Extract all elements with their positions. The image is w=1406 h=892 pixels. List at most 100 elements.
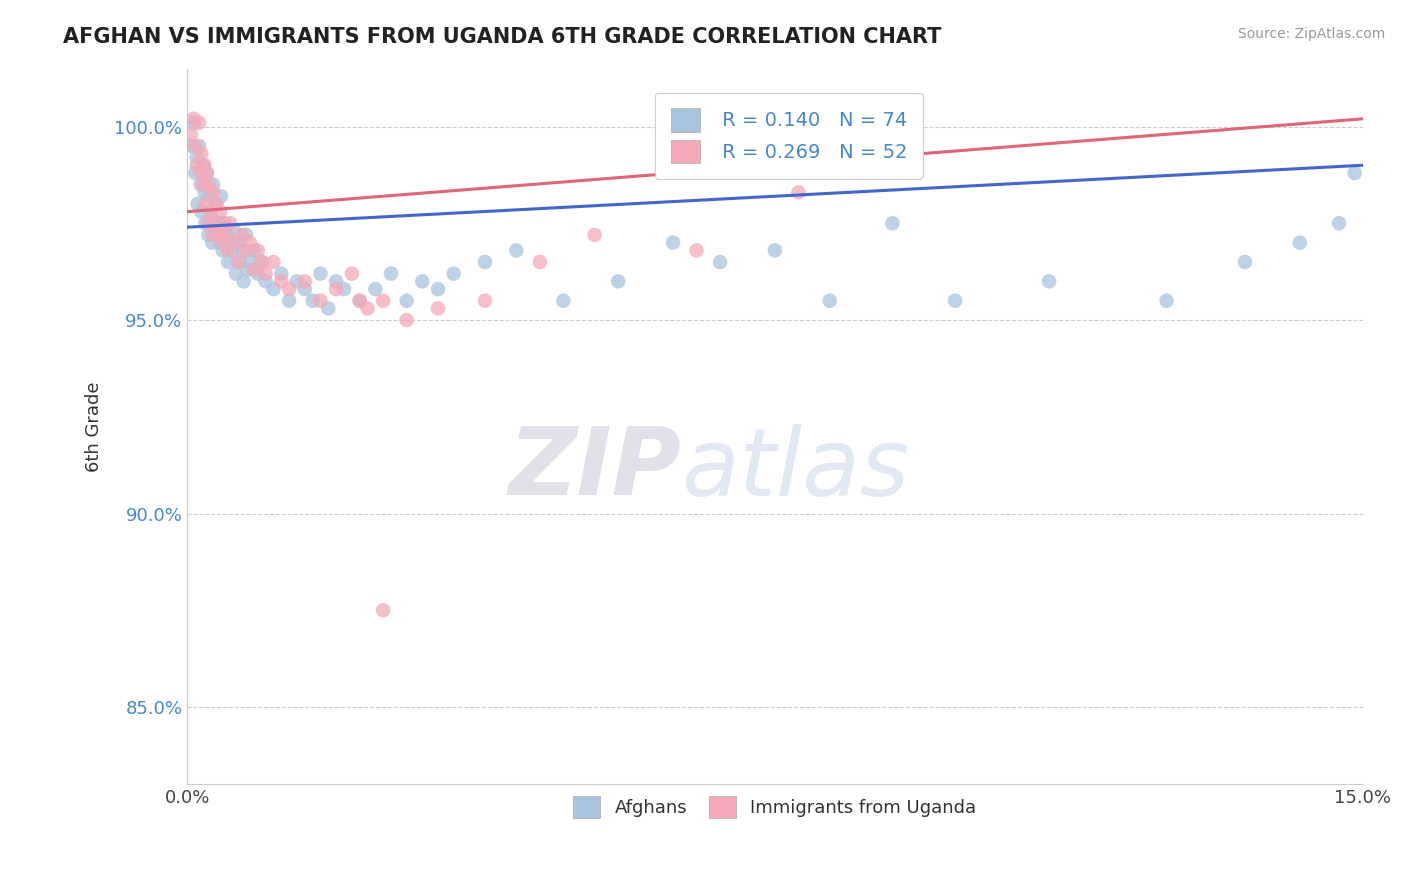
Point xyxy=(235,244,257,258)
Point xyxy=(380,267,402,281)
Point xyxy=(943,293,966,308)
Point xyxy=(215,227,238,242)
Point xyxy=(1343,166,1365,180)
Point xyxy=(186,158,208,172)
Point xyxy=(340,267,363,281)
Point xyxy=(202,186,225,200)
Point xyxy=(349,293,371,308)
Point xyxy=(205,197,228,211)
Point xyxy=(278,293,301,308)
Point xyxy=(474,255,496,269)
Point xyxy=(231,244,253,258)
Text: Source: ZipAtlas.com: Source: ZipAtlas.com xyxy=(1237,27,1385,41)
Point xyxy=(1038,274,1060,288)
Point xyxy=(709,255,731,269)
Point xyxy=(201,227,224,242)
Point xyxy=(184,139,207,153)
Point xyxy=(201,235,224,250)
Point xyxy=(333,282,356,296)
Point xyxy=(197,216,219,230)
Point xyxy=(607,274,630,288)
Point xyxy=(1288,235,1310,250)
Point xyxy=(818,293,841,308)
Point xyxy=(231,227,253,242)
Text: atlas: atlas xyxy=(681,424,910,515)
Point xyxy=(200,204,222,219)
Point xyxy=(219,216,242,230)
Point xyxy=(209,189,232,203)
Text: ZIP: ZIP xyxy=(508,424,681,516)
Point xyxy=(211,235,233,250)
Point xyxy=(180,139,202,153)
Point xyxy=(309,293,332,308)
Point xyxy=(191,178,214,192)
Point xyxy=(553,293,575,308)
Point xyxy=(226,235,249,250)
Point xyxy=(200,204,222,219)
Point xyxy=(194,216,217,230)
Y-axis label: 6th Grade: 6th Grade xyxy=(86,381,103,472)
Point xyxy=(243,244,266,258)
Point xyxy=(195,166,218,180)
Point xyxy=(583,227,606,242)
Point xyxy=(270,267,292,281)
Point xyxy=(212,216,235,230)
Point xyxy=(443,267,465,281)
Point xyxy=(180,128,202,142)
Point xyxy=(198,178,221,192)
Point xyxy=(285,274,308,288)
Point xyxy=(198,189,221,203)
Point xyxy=(427,282,450,296)
Point xyxy=(239,255,262,269)
Point xyxy=(325,282,347,296)
Point xyxy=(270,274,292,288)
Point xyxy=(246,244,269,258)
Point xyxy=(211,244,233,258)
Point xyxy=(254,267,277,281)
Point xyxy=(232,274,254,288)
Point xyxy=(301,293,323,308)
Point xyxy=(204,224,226,238)
Point xyxy=(505,244,527,258)
Point xyxy=(226,255,249,269)
Point xyxy=(685,244,707,258)
Point xyxy=(191,158,214,172)
Point xyxy=(205,197,228,211)
Point xyxy=(294,282,316,296)
Point xyxy=(193,186,215,200)
Point xyxy=(186,197,208,211)
Point xyxy=(294,274,316,288)
Point xyxy=(186,151,208,165)
Point xyxy=(209,235,232,250)
Point xyxy=(763,244,786,258)
Point xyxy=(364,282,387,296)
Point xyxy=(193,158,215,172)
Point xyxy=(250,255,273,269)
Point xyxy=(529,255,551,269)
Point xyxy=(221,244,243,258)
Point xyxy=(188,116,211,130)
Point xyxy=(225,267,247,281)
Point xyxy=(184,166,207,180)
Point xyxy=(183,112,205,126)
Point xyxy=(224,235,246,250)
Point xyxy=(188,139,211,153)
Point xyxy=(235,227,257,242)
Point xyxy=(204,216,226,230)
Point xyxy=(219,235,242,250)
Point xyxy=(262,255,284,269)
Point xyxy=(239,235,262,250)
Point xyxy=(278,282,301,296)
Point xyxy=(202,178,225,192)
Point xyxy=(215,227,238,242)
Point xyxy=(262,282,284,296)
Point xyxy=(787,186,810,200)
Text: AFGHAN VS IMMIGRANTS FROM UGANDA 6TH GRADE CORRELATION CHART: AFGHAN VS IMMIGRANTS FROM UGANDA 6TH GRA… xyxy=(63,27,942,46)
Point xyxy=(190,204,212,219)
Point xyxy=(190,178,212,192)
Point xyxy=(373,293,395,308)
Point xyxy=(1233,255,1256,269)
Point xyxy=(224,224,246,238)
Point xyxy=(373,603,395,617)
Point xyxy=(243,262,266,277)
